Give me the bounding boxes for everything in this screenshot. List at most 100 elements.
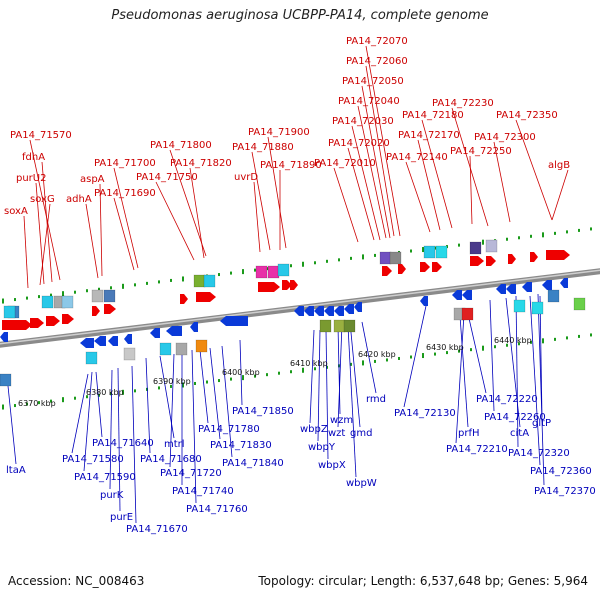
scale-tick [230,271,232,275]
scale-tick [506,343,508,347]
forward-gene-arrow [62,314,74,324]
scale-tick [326,365,328,369]
gene-label-forward: PA14_72010 [314,158,376,169]
scale-tick [134,283,136,287]
feature-box [547,289,560,303]
scale-label: 6400 kbp [222,368,260,377]
scale-label: 6410 kbp [290,359,328,368]
reverse-gene-arrow [324,306,334,316]
scale-tick [230,377,232,381]
feature-box [255,265,268,279]
gene-label-reverse: PA14_71760 [186,504,248,515]
gene-label-reverse: PA14_71720 [160,468,222,479]
gene-label-reverse: wbpZ [300,424,328,435]
forward-gene-arrow [508,254,516,264]
reverse-gene-arrow [496,284,506,294]
gene-label-forward: PA14_72250 [450,146,512,157]
scale-tick [554,337,556,341]
scale-tick [350,362,352,366]
reverse-gene-arrow [522,282,532,292]
scale-tick [542,338,544,344]
gene-label-reverse: wbpW [346,478,377,489]
label-connector [347,325,357,478]
feature-track [0,239,586,387]
label-connector [169,353,175,468]
gene-label-forward: PA14_72070 [346,36,408,47]
feature-box [469,241,482,255]
label-connector [131,365,137,524]
scale-tick [38,401,40,405]
feature-box [103,289,116,303]
feature-box [193,274,206,288]
label-connector [85,203,99,279]
scale-tick [254,374,256,378]
scale-tick [458,243,460,247]
scale-tick [566,230,568,234]
gene-label-reverse: PA14_72260 [484,412,546,423]
reverse-gene-arrow [420,296,428,306]
label-connector [455,313,465,444]
scale-tick [2,404,4,410]
feature-box [461,307,474,321]
reverse-gene-arrow [150,328,160,338]
gene-label-forward: purU2 [16,173,46,184]
gene-label-forward: PA14_71880 [232,142,294,153]
scale-tick [62,291,64,297]
forward-gene-arrow [398,264,406,274]
scale-tick [110,392,112,396]
gene-label-forward: PA14_72030 [332,116,394,127]
reverse-gene-arrow [542,280,552,290]
feature-box [175,342,188,356]
scale-tick [86,395,88,399]
scale-tick [434,352,436,356]
label-connector [493,141,511,223]
forward-gene-arrow [258,282,280,292]
label-connector [191,349,197,504]
feature-box [531,301,544,315]
gene-label-reverse: ltaA [6,465,26,476]
scale-tick [290,264,292,268]
scale-labels: 6370 kbp 6380 kbp 6390 kbp 6400 kbp 6410 kbp… [18,336,532,408]
gene-label-forward: PA14_71900 [248,127,310,138]
label-connector [95,371,103,438]
forward-gene-arrow [46,316,60,326]
scale-tick [506,237,508,241]
label-connector [253,181,261,253]
label-connector [7,385,17,465]
feature-box [573,297,586,311]
scale-tick [482,345,484,351]
gene-label-reverse: gmd [350,428,372,439]
gene-label-reverse: PA14_72210 [446,444,508,455]
reverse-gene-arrow [354,302,362,312]
scale-tick [578,228,580,232]
scale-tick [362,360,364,366]
label-connector [199,349,209,424]
label-connector [309,329,315,424]
scale-tick [218,273,220,277]
gene-label-forward: algB [548,160,570,171]
label-connector [505,297,521,428]
label-connector [515,295,519,448]
feature-box [3,305,16,319]
gene-label-forward: soxG [30,194,55,205]
feature-box [435,245,448,259]
gene-label-reverse: wzt [328,428,345,439]
label-connector [417,139,441,231]
gene-label-forward: PA14_72230 [432,98,494,109]
forward-gene-arrow [196,292,216,302]
scale-tick [62,397,64,403]
scale-tick [362,254,364,260]
scale-tick [302,261,304,267]
scale-tick [290,370,292,374]
label-connector [29,139,61,281]
label-connector [113,197,135,271]
gene-label-reverse: gltP [532,418,551,429]
scale-label: 6370 kbp [18,399,56,408]
scale-tick [2,298,4,304]
label-connector [267,136,287,249]
scale-label: 6380 kbp [86,388,124,397]
scale-tick [590,333,592,337]
gene-label-forward: uvrD [234,172,258,183]
label-connector [351,125,381,241]
